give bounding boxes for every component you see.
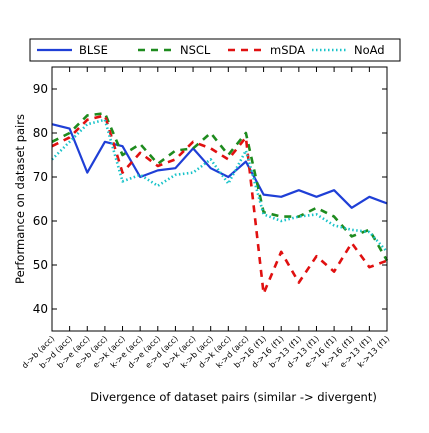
- plot-frame: [51, 66, 388, 332]
- series-line-nscl: [51, 111, 389, 262]
- y-tick-label: 60: [33, 214, 48, 228]
- legend-label: NoAd: [354, 43, 385, 57]
- y-tick-label: 50: [33, 258, 48, 272]
- x-axis-label: Divergence of dataset pairs (similar -> …: [90, 390, 377, 404]
- legend-item-noad: NoAd: [312, 43, 385, 57]
- legend-box: [29, 38, 401, 62]
- y-tick-label: 40: [33, 302, 48, 316]
- y-tick-label: 80: [33, 126, 48, 140]
- legend-label: mSDA: [270, 43, 305, 57]
- legend-item-msda: mSDA: [228, 43, 305, 57]
- legend-item-blse: BLSE: [37, 43, 108, 57]
- legend-label: BLSE: [79, 43, 108, 57]
- legend-item-nscl: NSCL: [138, 43, 211, 57]
- y-tick-label: 70: [33, 170, 48, 184]
- legend-label: NSCL: [180, 43, 211, 57]
- x-axis: d->b (acc)b->d (acc)b->e (acc)e->b (acc)…: [20, 67, 391, 370]
- y-tick-label: 90: [33, 82, 48, 96]
- y-axis-label: Performance on dataset pairs: [13, 114, 27, 284]
- y-axis: 40 50 60 70 80 90: [33, 82, 387, 316]
- legend: BLSE NSCL mSDA NoAd: [29, 38, 401, 62]
- series-layer: [51, 111, 389, 295]
